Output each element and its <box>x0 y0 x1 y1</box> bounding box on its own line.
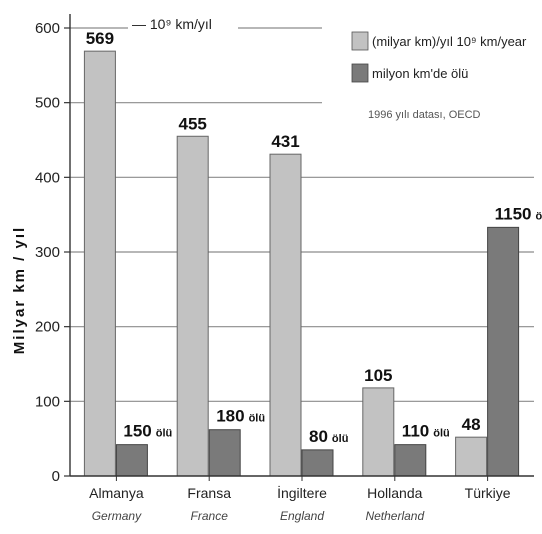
data-label-deaths: 80 ölü <box>309 427 348 446</box>
unit-note-background <box>128 14 238 34</box>
bar-km <box>269 153 302 477</box>
legend-swatch-series-2 <box>351 63 369 83</box>
y-tick-label: 500 <box>35 95 60 112</box>
y-axis-label: Milyar km / yıl <box>11 226 28 354</box>
bars <box>83 50 520 477</box>
legend: (milyar km)/yıl 10⁹ km/year milyon km'de… <box>322 18 534 124</box>
data-label-km: 48 <box>462 415 481 434</box>
x-tick-label: Hollanda <box>367 485 422 501</box>
bar-km <box>362 387 395 477</box>
data-label-km: 431 <box>271 132 299 151</box>
bar-deaths <box>115 444 148 477</box>
y-tick-label: 400 <box>35 169 60 186</box>
bar-deaths <box>301 449 334 477</box>
y-tick-label: 0 <box>52 468 60 485</box>
source-note: 1996 yılı datası, OECD <box>368 109 481 121</box>
data-label-km: 569 <box>86 29 114 48</box>
x-tick-label-english: Germany <box>92 509 142 523</box>
legend-label-series-2: milyon km'de ölü <box>372 66 468 81</box>
legend-label-series-1: (milyar km)/yıl 10⁹ km/year <box>372 34 527 49</box>
data-label-deaths: 180 ölü <box>216 407 265 426</box>
y-tick-label: 600 <box>35 20 60 37</box>
x-tick-label: İngiltere <box>277 484 327 501</box>
bar-deaths <box>394 444 427 477</box>
y-axis-ticks: 0 100 200 300 400 500 600 <box>35 20 70 485</box>
legend-swatch-series-1 <box>351 31 369 51</box>
x-tick-label-english: England <box>280 509 324 523</box>
category-labels: Almanya Germany Fransa France İngiltere Engla… <box>89 476 511 523</box>
bar-km <box>83 50 116 477</box>
bar-km <box>455 436 488 477</box>
x-tick-label: Türkiye <box>465 485 511 501</box>
unit-note: — 10⁹ km/yıl <box>132 16 212 32</box>
x-tick-label-english: Netherland <box>365 509 424 523</box>
y-tick-label: 100 <box>35 393 60 410</box>
bar-deaths <box>487 226 520 477</box>
data-label-km: 455 <box>179 114 207 133</box>
data-label-deaths: 150 ölü <box>123 422 172 441</box>
x-tick-label: Almanya <box>89 485 144 501</box>
bar-deaths <box>208 429 241 477</box>
bar-km <box>176 135 209 477</box>
data-label-deaths: 1150ölü <box>495 204 542 223</box>
x-tick-label-english: France <box>191 509 229 523</box>
data-label-km: 105 <box>364 366 392 385</box>
data-label-deaths: 110 ölü <box>402 422 450 441</box>
y-tick-label: 200 <box>35 319 60 336</box>
y-tick-label: 300 <box>35 244 60 261</box>
x-tick-label: Fransa <box>187 485 231 501</box>
